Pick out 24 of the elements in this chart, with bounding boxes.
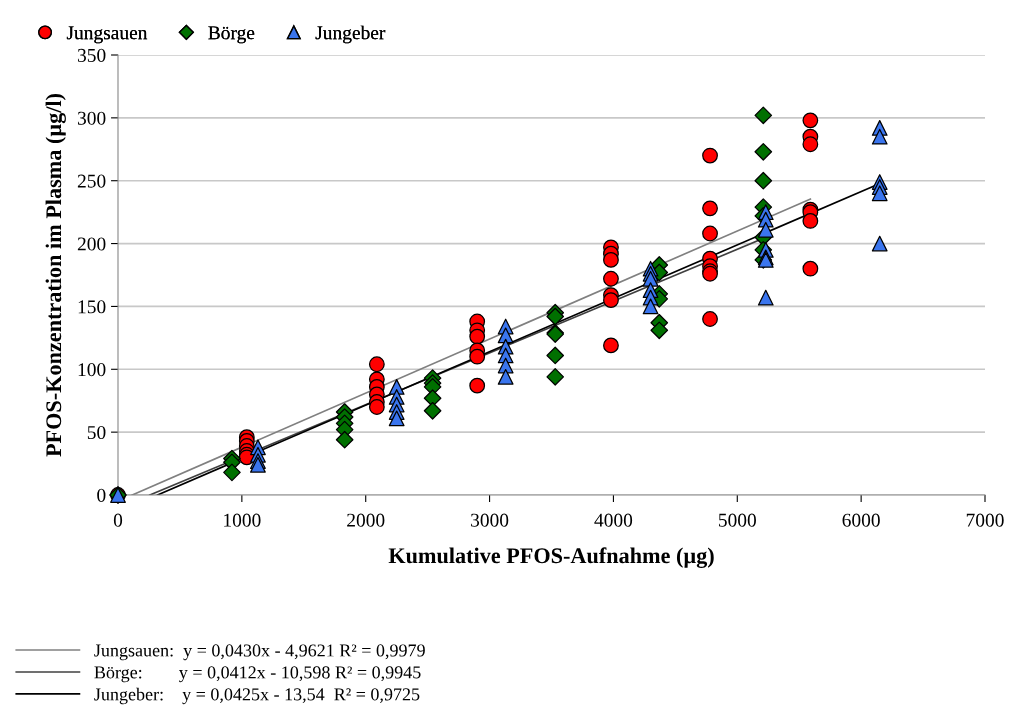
y-axis-title: PFOS-Konzentration im Plasma (µg/l) [45,93,66,457]
y-tick-label: 150 [78,300,106,314]
x-tick-label: 2000 [347,513,385,527]
x-tick-label: 7000 [966,513,1004,527]
legend-label: Jungeber [315,25,386,44]
y-tick-label: 300 [77,111,106,125]
legend-label: Jungsauen: y = 0,0430x - 4,9621 R² = 0,9979 [94,644,425,661]
x-tick-label: 0 [113,513,123,527]
y-tick-label: 50 [87,425,106,440]
legend-label: Jungsauen [66,26,148,44]
x-tick-label: 6000 [842,513,880,527]
x-tick-label: 4000 [594,513,633,527]
legend-label: Börge: y = 0,0412x - 10,598 R² = 0,9945 [94,666,421,683]
legend-label: Börge [208,26,255,44]
y-tick-label: 0 [97,488,106,502]
x-tick-label: 1000 [224,513,261,527]
y-tick-label: 250 [77,174,106,188]
x-tick-label: 5000 [718,513,756,527]
y-tick-label: 350 [77,48,106,62]
legend-label: Jungeber: y = 0,0425x - 13,54 R² = 0,9725 [94,687,420,705]
y-tick-label: 200 [77,237,106,251]
y-tick-label: 100 [78,363,106,377]
x-tick-label: 3000 [471,513,509,527]
x-axis-title: Kumulative PFOS-Aufnahme (µg) [388,547,714,568]
